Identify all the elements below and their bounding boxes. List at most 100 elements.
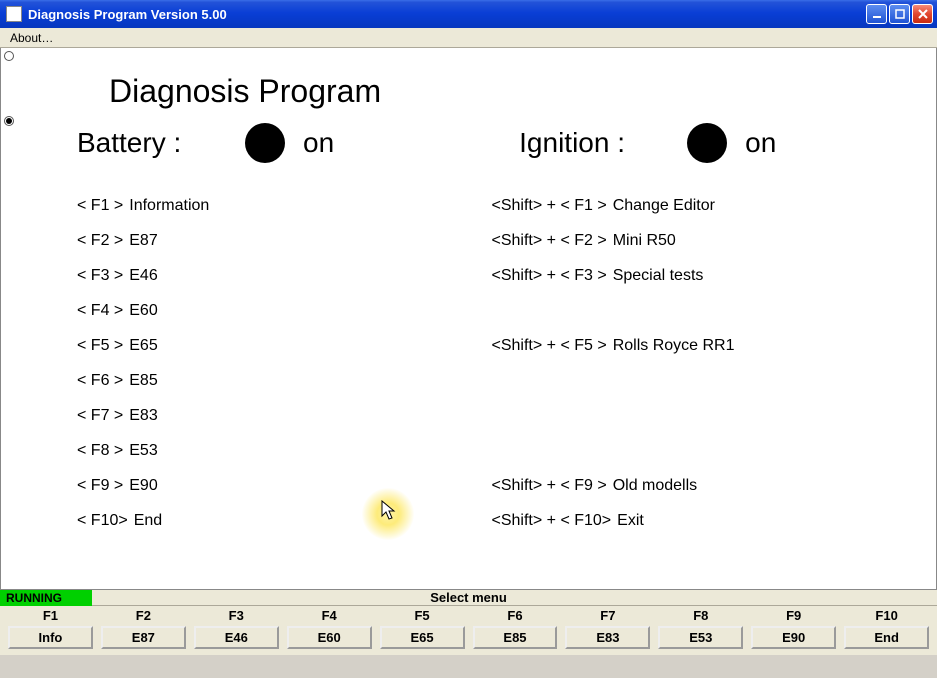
fkey-column: F8E53 [654,608,747,649]
fn-label: E87 [129,232,157,250]
fn-label: E83 [129,407,157,425]
status-strip: RUNNING Select menu [0,590,937,606]
fkey-label: F2 [101,608,186,623]
fkey-button-e46[interactable]: E46 [194,626,279,649]
fn-menu-item[interactable]: < F9 > E90 [77,468,492,503]
fkey-button-e60[interactable]: E60 [287,626,372,649]
fn-menu-item[interactable]: < F4 > E60 [77,293,492,328]
fkey-column: F2E87 [97,608,190,649]
fn-menu-item [492,433,907,468]
fn-menu-item[interactable]: <Shift> + < F1 >Change Editor [492,188,907,223]
fn-key: < F10> [77,512,128,530]
fn-menu-item[interactable]: <Shift> + < F5 > Rolls Royce RR1 [492,328,907,363]
fn-menu-item[interactable]: < F7 > E83 [77,398,492,433]
fn-label: E53 [129,442,157,460]
fn-menu-item [492,293,907,328]
fn-key: < F4 > [77,302,123,320]
fn-label: Special tests [613,267,704,285]
radio-indicator-2 [4,116,14,126]
fn-menu-item[interactable]: < F2 > E87 [77,223,492,258]
radio-indicator-1 [4,51,14,61]
window-title: Diagnosis Program Version 5.00 [28,7,227,22]
fn-menu-item[interactable]: < F5 >E65 [77,328,492,363]
fn-menu-item[interactable]: <Shift> + < F2 > Mini R50 [492,223,907,258]
fn-key: <Shift> + < F10> [492,512,612,530]
fkey-button-e90[interactable]: E90 [751,626,836,649]
fn-label: Exit [617,512,644,530]
fkey-column: F7E83 [561,608,654,649]
fn-key: <Shift> + < F3 > [492,267,607,285]
footer: RUNNING Select menu F1InfoF2E87F3E46F4E6… [0,590,937,655]
fkey-button-end[interactable]: End [844,626,929,649]
client-area: Diagnosis Program Battery : on Ignition … [0,48,937,590]
fn-menu-item [492,398,907,433]
fn-label: E90 [129,477,157,495]
fkey-column: F6E85 [469,608,562,649]
fn-label: E65 [129,337,157,355]
fkey-label: F9 [751,608,836,623]
fkey-button-e65[interactable]: E65 [380,626,465,649]
fkey-menu-left: < F1 >Information < F2 > E87 < F3 > E46 < F4 … [77,188,492,579]
fn-menu-item[interactable]: < F3 > E46 [77,258,492,293]
fn-key: < F1 > [77,197,123,215]
fn-label: E46 [129,267,157,285]
maximize-button[interactable] [889,4,910,24]
fn-key: < F7 > [77,407,123,425]
fn-key: < F6 > [77,372,123,390]
fkey-label: F1 [8,608,93,623]
fn-menu-item[interactable]: <Shift> + < F10> Exit [492,503,907,538]
fkey-button-e85[interactable]: E85 [473,626,558,649]
fn-label: Change Editor [613,197,715,215]
titlebar: Diagnosis Program Version 5.00 [0,0,937,28]
fkey-column: F3E46 [190,608,283,649]
fkey-column: F10End [840,608,933,649]
fn-key: < F2 > [77,232,123,250]
fn-key: < F9 > [77,477,123,495]
fn-menu-item [492,363,907,398]
fn-label: End [134,512,162,530]
ignition-state: on [745,127,776,159]
fn-menu-item[interactable]: < F8 > E53 [77,433,492,468]
cursor-highlight [362,488,414,540]
status-row: Battery : on Ignition : on [77,123,896,163]
fn-key: <Shift> + < F5 > [492,337,607,355]
fn-label: E85 [129,372,157,390]
fkey-label: F6 [473,608,558,623]
fkey-column: F5E65 [376,608,469,649]
fn-key: <Shift> + < F9 > [492,477,607,495]
fkey-button-e53[interactable]: E53 [658,626,743,649]
fkey-column: F1 Info [4,608,97,649]
fkey-label: F3 [194,608,279,623]
battery-indicator-icon [245,123,285,163]
menu-about[interactable]: About… [4,29,59,47]
fn-menu-item[interactable]: < F1 >Information [77,188,492,223]
app-icon [6,6,22,22]
select-menu-label: Select menu [0,590,937,606]
fn-menu-item[interactable]: < F6 > E85 [77,363,492,398]
fkey-label: F5 [380,608,465,623]
fn-key: <Shift> + < F2 > [492,232,607,250]
ignition-indicator-icon [687,123,727,163]
menubar: About… [0,28,937,48]
fkey-button-e87[interactable]: E87 [101,626,186,649]
fn-label: E60 [129,302,157,320]
fn-label: Mini R50 [613,232,676,250]
fkey-label: F8 [658,608,743,623]
fkey-button-e83[interactable]: E83 [565,626,650,649]
fkey-column: F9E90 [747,608,840,649]
ignition-label: Ignition : [519,127,669,159]
fn-menu-item[interactable]: < F10> End [77,503,492,538]
battery-state: on [303,127,334,159]
close-button[interactable] [912,4,933,24]
fn-label: Old modells [613,477,697,495]
fkey-button-info[interactable]: Info [8,626,93,649]
fn-label: Rolls Royce RR1 [613,337,735,355]
fn-key: < F8 > [77,442,123,460]
fkey-column: F4E60 [283,608,376,649]
fn-menu-item[interactable]: <Shift> + < F3 > Special tests [492,258,907,293]
fn-menu-item[interactable]: <Shift> + < F9 > Old modells [492,468,907,503]
fn-key: < F3 > [77,267,123,285]
fkey-bar: F1InfoF2E87F3E46F4E60F5E65F6E85F7E83F8E5… [0,606,937,655]
minimize-button[interactable] [866,4,887,24]
fkey-label: F7 [565,608,650,623]
